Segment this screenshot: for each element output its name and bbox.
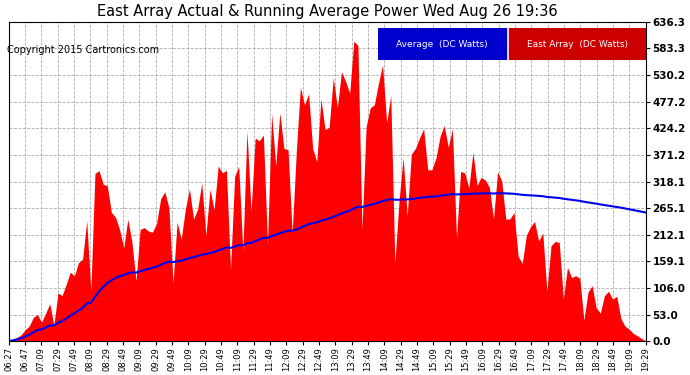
Title: East Array Actual & Running Average Power Wed Aug 26 19:36: East Array Actual & Running Average Powe… bbox=[97, 4, 558, 19]
Text: Copyright 2015 Cartronics.com: Copyright 2015 Cartronics.com bbox=[7, 45, 159, 55]
